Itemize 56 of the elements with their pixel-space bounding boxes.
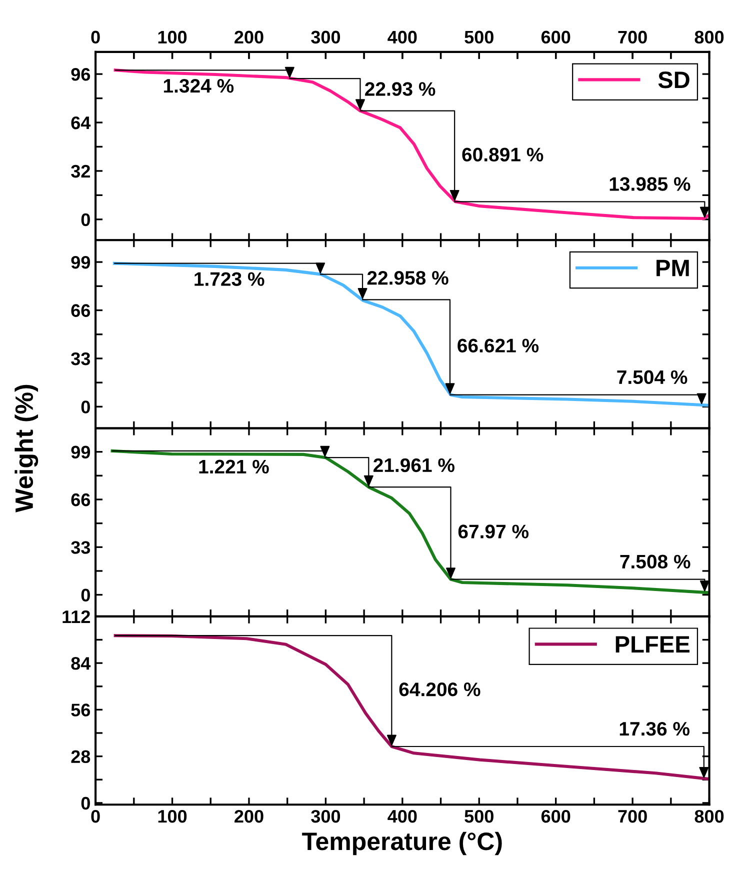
y-tick-label: 112 [62,610,90,623]
annotation: 13.985 % [610,177,690,191]
annotation: 7.504 % [617,370,688,384]
y-tick-label: 32 [71,164,90,178]
x-tick-label: 400 [388,810,417,823]
annotation: 7.508 % [620,554,690,569]
annotation: 1.324 % [164,78,234,93]
x2-tick-label: 800 [694,30,724,44]
annotation: 22.958 % [367,271,448,285]
legend-label: SD [658,71,690,88]
x2-tick-label: 300 [311,30,340,44]
line-series [114,634,710,780]
legend-label: PM [656,260,689,276]
x2-tick-label: 700 [618,30,647,44]
x-tick-label: 700 [618,810,647,823]
annotation: 22.93 % [365,82,436,96]
y-tick-label: 84 [71,657,91,670]
y-tick-label: 0 [81,796,90,810]
y-tick-label: 99 [71,446,90,459]
line-series [112,262,710,407]
y-tick-label: 0 [81,213,90,226]
x-tick-label: 100 [158,810,187,823]
y-tick-label: 66 [71,493,90,506]
x2-tick-label: 600 [541,30,570,44]
x-axis-title: Temperature (°C) [302,832,502,856]
x-tick-label: 300 [311,810,340,823]
y-tick-label: 96 [71,68,90,81]
y-tick-label: 33 [71,541,90,554]
y-tick-label: 99 [71,256,90,269]
legend-label: PLFEE [616,636,690,652]
annotation: 17.36 % [620,722,690,736]
y-tick-label: 0 [81,588,90,602]
annotation: 1.221 % [199,460,269,474]
annotation: 60.891 % [462,148,544,162]
x2-tick-label: 200 [234,30,264,44]
x-tick-label: 600 [541,810,570,823]
annotation: 64.206 % [399,682,480,696]
x2-tick-label: 100 [158,30,187,44]
x-tick-label: 800 [694,810,724,823]
annotation: 1.723 % [194,272,264,286]
x-tick-label: 500 [464,810,494,823]
y-tick-label: 0 [81,400,90,414]
x-tick-label: 0 [91,810,100,823]
y-tick-label: 28 [71,750,90,764]
y-tick-label: 56 [71,704,90,716]
x2-tick-label: 0 [91,30,100,44]
x-tick-label: 200 [234,810,264,823]
y-axis-title: Weight (%) [14,384,38,512]
y-tick-label: 64 [71,116,91,130]
annotation: 67.97 % [458,524,529,538]
y-tick-label: 33 [71,352,90,366]
x2-tick-label: 400 [388,30,417,44]
x2-tick-label: 500 [464,30,494,44]
y-tick-label: 66 [71,304,90,317]
annotation: 21.961 % [374,458,454,472]
annotation: 66.621 % [458,338,539,352]
